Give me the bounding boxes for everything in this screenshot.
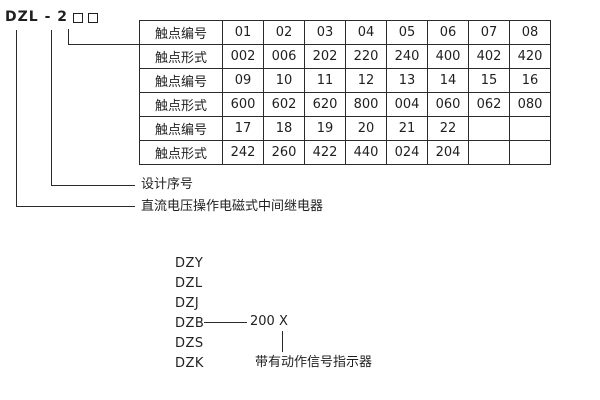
placeholder-box-icon xyxy=(88,12,98,23)
table-cell: 024 xyxy=(386,140,428,165)
table-row: 触点编号 17 18 19 20 21 22 xyxy=(139,116,551,141)
row-header: 触点编号 xyxy=(139,68,223,93)
leader-line-contact-vertical xyxy=(68,29,69,44)
row-header: 触点形式 xyxy=(139,44,223,69)
dzb-number: 200 xyxy=(250,314,275,329)
table-cell: 062 xyxy=(468,92,510,117)
series-list: DZY DZL DZJ DZB DZS DZK xyxy=(175,254,204,374)
table-cell xyxy=(468,140,510,165)
table-cell: 422 xyxy=(304,140,346,165)
table-cell: 800 xyxy=(345,92,387,117)
table-cell: 260 xyxy=(263,140,305,165)
leader-line-relay-horizontal xyxy=(16,206,135,207)
dzb-x: X xyxy=(279,314,288,329)
table-row: 触点编号 09 10 11 12 13 14 15 16 xyxy=(139,68,551,93)
table-cell: 07 xyxy=(468,20,510,45)
row-header: 触点编号 xyxy=(139,116,223,141)
series-item-dzl: DZL xyxy=(175,276,203,291)
series-item-dzk: DZK xyxy=(175,356,204,371)
table-cell: 04 xyxy=(345,20,387,45)
table-row: 触点形式 002 006 202 220 240 400 402 420 xyxy=(139,44,551,69)
table-cell xyxy=(509,116,551,141)
design-serial-label: 设计序号 xyxy=(141,177,194,192)
table-cell: 10 xyxy=(263,68,305,93)
table-row: 触点编号 01 02 03 04 05 06 07 08 xyxy=(139,20,551,45)
table-cell: 004 xyxy=(386,92,428,117)
table-cell: 08 xyxy=(509,20,551,45)
row-header: 触点形式 xyxy=(139,140,223,165)
table-cell: 11 xyxy=(304,68,346,93)
dzb-dash-line xyxy=(204,322,247,323)
table-cell: 220 xyxy=(345,44,387,69)
table-cell: 17 xyxy=(222,116,264,141)
table-cell: 602 xyxy=(263,92,305,117)
table-cell: 006 xyxy=(263,44,305,69)
table-cell: 060 xyxy=(427,92,469,117)
table-cell: 06 xyxy=(427,20,469,45)
table-cell: 202 xyxy=(304,44,346,69)
table-cell: 242 xyxy=(222,140,264,165)
table-cell xyxy=(509,140,551,165)
series-item-dzy: DZY xyxy=(175,256,204,271)
table-cell: 15 xyxy=(468,68,510,93)
table-cell: 420 xyxy=(509,44,551,69)
table-cell: 05 xyxy=(386,20,428,45)
table-cell: 18 xyxy=(263,116,305,141)
table-row: 触点形式 242 260 422 440 024 204 xyxy=(139,140,551,165)
table-cell: 400 xyxy=(427,44,469,69)
table-cell: 13 xyxy=(386,68,428,93)
table-cell: 21 xyxy=(386,116,428,141)
table-cell: 19 xyxy=(304,116,346,141)
table-cell: 14 xyxy=(427,68,469,93)
series-item-dzj: DZJ xyxy=(175,296,200,311)
row-header: 触点形式 xyxy=(139,92,223,117)
relay-type-label: 直流电压操作电磁式中间继电器 xyxy=(141,199,324,214)
leader-line-design-horizontal xyxy=(51,185,135,186)
table-cell: 20 xyxy=(345,116,387,141)
table-cell: 03 xyxy=(304,20,346,45)
table-cell: 22 xyxy=(427,116,469,141)
placeholder-box-icon xyxy=(73,12,83,23)
indicator-leader-line xyxy=(282,331,283,352)
table-cell: 402 xyxy=(468,44,510,69)
table-cell: 240 xyxy=(386,44,428,69)
leader-line-relay-vertical xyxy=(16,30,17,206)
series-item-dzb: DZB xyxy=(175,316,205,331)
leader-line-design-vertical xyxy=(51,30,52,185)
table-cell: 204 xyxy=(427,140,469,165)
table-cell: 12 xyxy=(345,68,387,93)
table-cell: 002 xyxy=(222,44,264,69)
table-cell: 01 xyxy=(222,20,264,45)
leader-line-contact-horizontal xyxy=(68,44,139,45)
row-header: 触点编号 xyxy=(139,20,223,45)
table-row: 触点形式 600 602 620 800 004 060 062 080 xyxy=(139,92,551,117)
table-cell: 440 xyxy=(345,140,387,165)
table-cell: 600 xyxy=(222,92,264,117)
table-cell xyxy=(468,116,510,141)
series-item-dzs: DZS xyxy=(175,336,204,351)
table-cell: 080 xyxy=(509,92,551,117)
indicator-label: 带有动作信号指示器 xyxy=(255,355,373,370)
model-code: DZL - 2 xyxy=(5,9,98,25)
table-cell: 09 xyxy=(222,68,264,93)
table-cell: 02 xyxy=(263,20,305,45)
contact-code-table: 触点编号 01 02 03 04 05 06 07 08 触点形式 002 00… xyxy=(139,20,551,165)
table-cell: 620 xyxy=(304,92,346,117)
table-cell: 16 xyxy=(509,68,551,93)
model-code-text: DZL - 2 xyxy=(5,9,68,25)
